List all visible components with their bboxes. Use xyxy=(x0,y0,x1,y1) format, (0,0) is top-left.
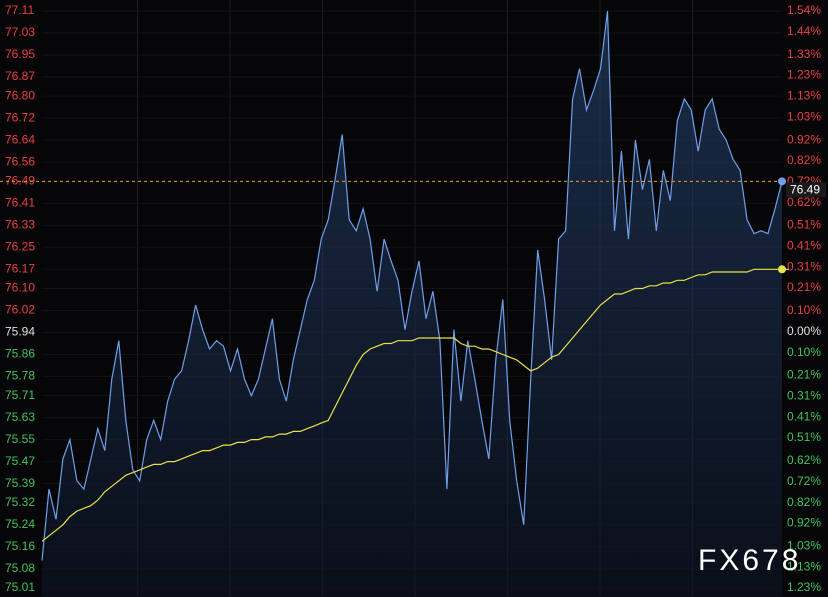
y2-tick-label: 0.21% xyxy=(787,368,821,382)
watermark: FX678 xyxy=(698,544,801,577)
y-tick-label: 75.01 xyxy=(5,580,35,594)
y2-tick-label: 1.23% xyxy=(787,68,821,82)
y-tick-label: 75.94 xyxy=(5,325,35,339)
y2-tick-label: 1.03% xyxy=(787,109,821,123)
y2-tick-label: 0.92% xyxy=(787,516,821,530)
y-tick-label: 76.72 xyxy=(5,110,35,124)
y2-tick-label: 0.51% xyxy=(787,218,821,232)
y2-tick-label: 0.21% xyxy=(787,280,821,294)
y-tick-label: 76.56 xyxy=(5,154,35,168)
y-tick-label: 75.78 xyxy=(5,369,35,383)
y2-tick-label: 0.82% xyxy=(787,495,821,509)
last-price-box xyxy=(786,182,826,198)
y-tick-label: 75.63 xyxy=(5,410,35,424)
y2-tick-label: 0.92% xyxy=(787,132,821,146)
y2-tick-label: 1.33% xyxy=(787,47,821,61)
y-tick-label: 75.86 xyxy=(5,347,35,361)
y-tick-label: 75.47 xyxy=(5,454,35,468)
y2-tick-label: 0.41% xyxy=(787,409,821,423)
y2-tick-label: 0.62% xyxy=(787,453,821,467)
y2-tick-label: 0.31% xyxy=(787,389,821,403)
y2-tick-label: 1.54% xyxy=(787,3,821,17)
y2-tick-label: 0.00% xyxy=(787,324,821,338)
y2-tick-label: 0.10% xyxy=(787,303,821,317)
y-tick-label: 76.49 xyxy=(5,174,35,188)
y2-tick-label: 1.13% xyxy=(787,559,821,573)
y2-tick-label: 0.62% xyxy=(787,195,821,209)
y-tick-label: 75.08 xyxy=(5,561,35,575)
average-dot xyxy=(778,265,786,274)
y-tick-label: 75.55 xyxy=(5,432,35,446)
last-price-label: 76.49 xyxy=(790,183,820,197)
y-tick-label: 75.71 xyxy=(5,388,35,402)
y-tick-label: 76.02 xyxy=(5,303,35,317)
y-tick-label: 75.24 xyxy=(5,517,35,531)
y-tick-label: 76.41 xyxy=(5,196,35,210)
average-line xyxy=(41,268,789,542)
last-price-dot xyxy=(778,177,786,186)
y2-tick-label: 0.51% xyxy=(787,430,821,444)
y-tick-label: 75.39 xyxy=(5,476,35,490)
price-line xyxy=(41,10,783,561)
y-tick-label: 75.16 xyxy=(5,539,35,553)
y-tick-label: 75.32 xyxy=(5,495,35,509)
y-tick-label: 76.87 xyxy=(5,69,35,83)
y-tick-label: 77.03 xyxy=(5,25,35,39)
y-tick-label: 76.33 xyxy=(5,217,35,231)
y2-tick-label: 0.31% xyxy=(787,259,821,273)
y-tick-label: 76.10 xyxy=(5,281,35,295)
y-tick-label: 76.25 xyxy=(5,239,35,253)
y-tick-label: 76.95 xyxy=(5,47,35,61)
y2-tick-label: 0.41% xyxy=(787,239,821,253)
y2-tick-label: 0.82% xyxy=(787,153,821,167)
y-tick-label: 76.80 xyxy=(5,88,35,102)
y-tick-label: 77.11 xyxy=(5,3,34,17)
y2-tick-label: 0.10% xyxy=(787,345,821,359)
y2-tick-label: 1.23% xyxy=(787,580,821,594)
y2-tick-label: 1.03% xyxy=(787,539,821,553)
y-tick-label: 76.64 xyxy=(5,132,35,146)
y2-tick-label: 0.72% xyxy=(787,474,821,488)
price-area xyxy=(42,11,782,597)
y2-tick-label: 1.44% xyxy=(787,24,821,38)
y2-tick-label: 1.13% xyxy=(787,89,821,103)
y-tick-label: 76.17 xyxy=(5,261,35,275)
